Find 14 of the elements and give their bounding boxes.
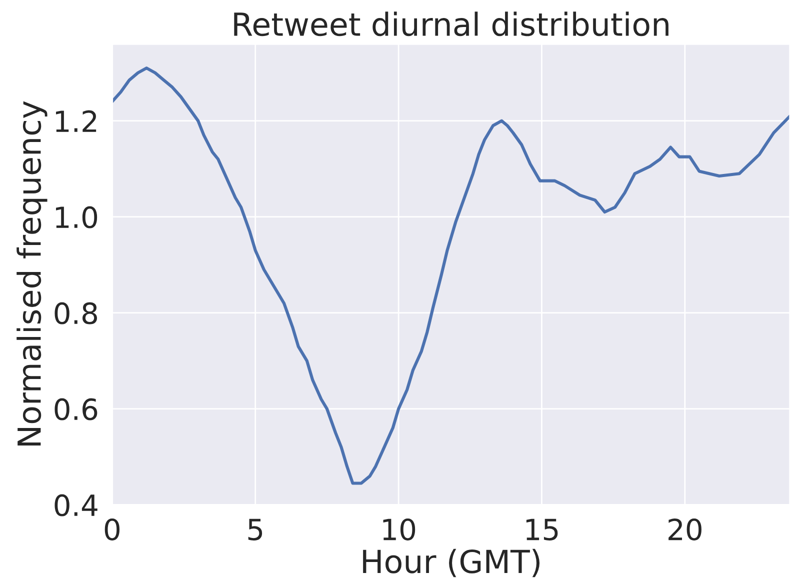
x-tick-label: 10 [383,518,416,540]
x-tick-label: 5 [248,518,262,540]
line-series [112,66,790,485]
y-tick-label: 1.0 [56,206,98,228]
y-tick-label: 0.6 [54,398,98,420]
x-tick-label: 0 [104,518,120,540]
y-tick-label: 0.8 [54,302,97,324]
chart-title: Retweet diurnal distribution [234,12,668,36]
x-tick-label: 15 [526,518,558,540]
x-tick-label: 20 [668,518,702,540]
y-tick-label: 0.4 [54,494,98,516]
y-axis-title: Normalised frequency [16,101,48,446]
y-tick-label: 1.2 [56,110,96,132]
x-axis-title: Hour (GMT) [363,548,540,578]
